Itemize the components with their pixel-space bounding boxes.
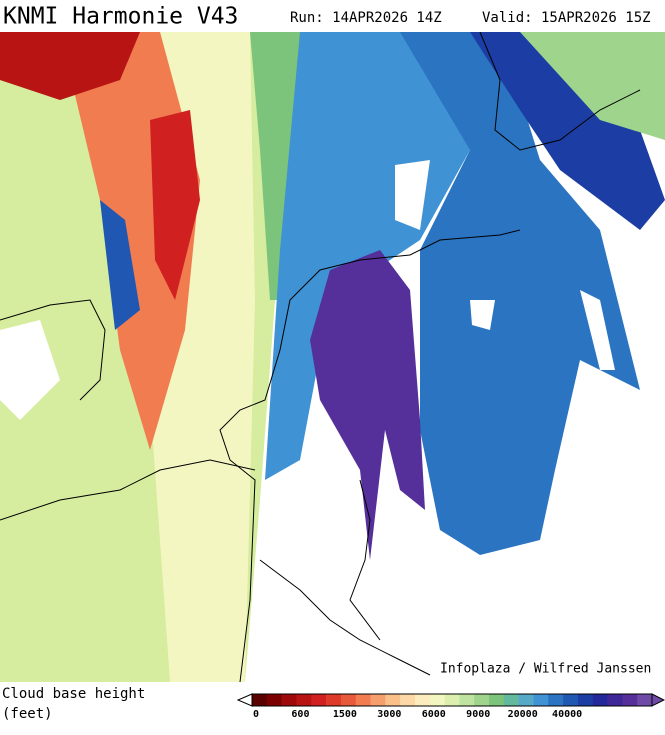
colorbar-tick-label: 20000 xyxy=(508,709,538,720)
colorbar-tick-label: 9000 xyxy=(466,709,490,720)
credit: Infoplaza / Wilfred Janssen xyxy=(440,662,651,677)
coastlines xyxy=(0,32,641,682)
colorbar-tick-label: 1500 xyxy=(333,709,357,720)
colorbar-tick-label: 40000 xyxy=(552,709,582,720)
colorbar-swatch xyxy=(533,694,549,706)
valid-time: Valid: 15APR2026 15Z xyxy=(482,10,651,26)
map xyxy=(0,32,665,682)
colorbar-swatch xyxy=(340,694,357,706)
colorbar-frame xyxy=(251,693,653,707)
colorbar-swatch xyxy=(429,694,445,706)
colorbar-tick-label: 0 xyxy=(253,709,259,720)
colorbar-swatch xyxy=(400,694,416,706)
colorbar-tick-label: 6000 xyxy=(422,709,446,720)
colorbar-swatch xyxy=(385,694,401,706)
colorbar-swatch xyxy=(252,694,268,706)
colorbar-arrow-right xyxy=(651,693,665,707)
colorbar-arrow-left xyxy=(236,693,253,707)
clear-4 xyxy=(0,320,60,420)
colorbar-swatch xyxy=(548,694,564,706)
field-blue xyxy=(400,32,640,555)
colorbar-swatch xyxy=(592,694,608,706)
colorbar-swatch xyxy=(563,694,579,706)
colorbar-swatch xyxy=(637,694,653,706)
colorbar-swatch xyxy=(474,694,490,706)
colorbar-swatch xyxy=(489,694,505,706)
clear-2 xyxy=(470,300,495,330)
colorbar-swatch xyxy=(577,694,594,706)
colorbar-swatch xyxy=(355,694,371,706)
colorbar-swatch xyxy=(607,694,623,706)
colorbar-swatch xyxy=(414,694,431,706)
colorbar-swatch xyxy=(444,694,460,706)
colorbar-swatch xyxy=(459,694,475,706)
field-green-ne xyxy=(520,32,665,140)
clear-1 xyxy=(395,160,430,230)
colorbar-swatch xyxy=(311,694,327,706)
field-red2 xyxy=(150,110,200,300)
field-purple xyxy=(310,250,425,560)
colorbar-swatch xyxy=(518,694,534,706)
colorbar-tick-label: 600 xyxy=(291,709,309,720)
field-red xyxy=(0,32,140,100)
title: KNMI Harmonie V43 xyxy=(3,4,238,30)
colorbar-swatch xyxy=(281,694,297,706)
colorbar-swatch xyxy=(266,694,282,706)
colorbar-tick-label: 3000 xyxy=(377,709,401,720)
colorbar-swatch xyxy=(296,694,312,706)
legend-label-unit: (feet) xyxy=(2,706,53,722)
colorbar-swatch xyxy=(622,694,638,706)
colorbar-swatch xyxy=(326,694,342,706)
colorbar-swatch xyxy=(503,694,519,706)
clear-3 xyxy=(580,290,615,370)
run-time: Run: 14APR2026 14Z xyxy=(290,10,442,26)
legend-label: Cloud base height xyxy=(2,686,145,702)
colorbar-swatch xyxy=(370,694,386,706)
field-blue-strip xyxy=(100,200,140,330)
